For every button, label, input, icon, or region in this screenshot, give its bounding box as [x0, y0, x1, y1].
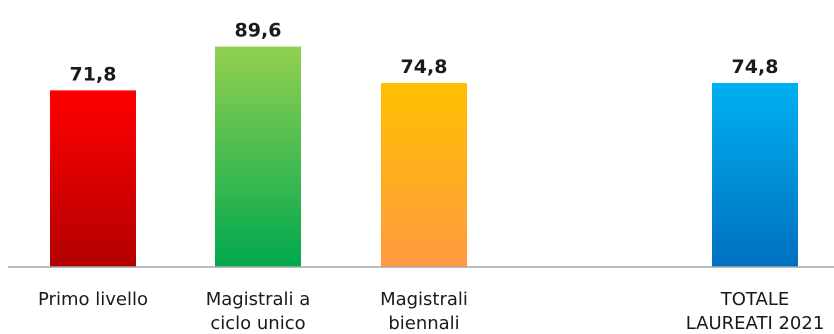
category-label-line: Magistrali	[380, 289, 468, 310]
category-label-line: Primo livello	[38, 289, 148, 310]
value-label-3: 74,8	[401, 56, 448, 78]
category-label-2: Magistrali a ciclo unico	[206, 289, 311, 334]
category-label-3: Magistrali biennali	[380, 289, 468, 334]
value-label-4: 74,8	[732, 56, 779, 78]
value-label-1: 71,8	[70, 63, 117, 85]
bars-group	[50, 46, 798, 267]
bar-1	[50, 90, 136, 267]
category-label-line: TOTALE	[720, 289, 789, 310]
category-label-line: LAUREATI 2021	[686, 313, 825, 334]
category-labels-group: Primo livello Magistrali a ciclo unicoMagi…	[38, 289, 824, 334]
value-labels-group: 71,8 89,6 74,8 74,8	[70, 20, 779, 86]
category-label-line: ciclo unico	[210, 313, 305, 334]
category-label-1: Primo livello	[38, 289, 148, 310]
category-label-4: TOTALE LAUREATI 2021	[686, 289, 825, 334]
value-label-2: 89,6	[235, 20, 282, 42]
bar-3	[381, 82, 467, 267]
category-label-line: Magistrali a	[206, 289, 311, 310]
bar-4	[712, 82, 798, 267]
bar-2	[215, 46, 301, 267]
category-label-line: biennali	[388, 313, 459, 334]
